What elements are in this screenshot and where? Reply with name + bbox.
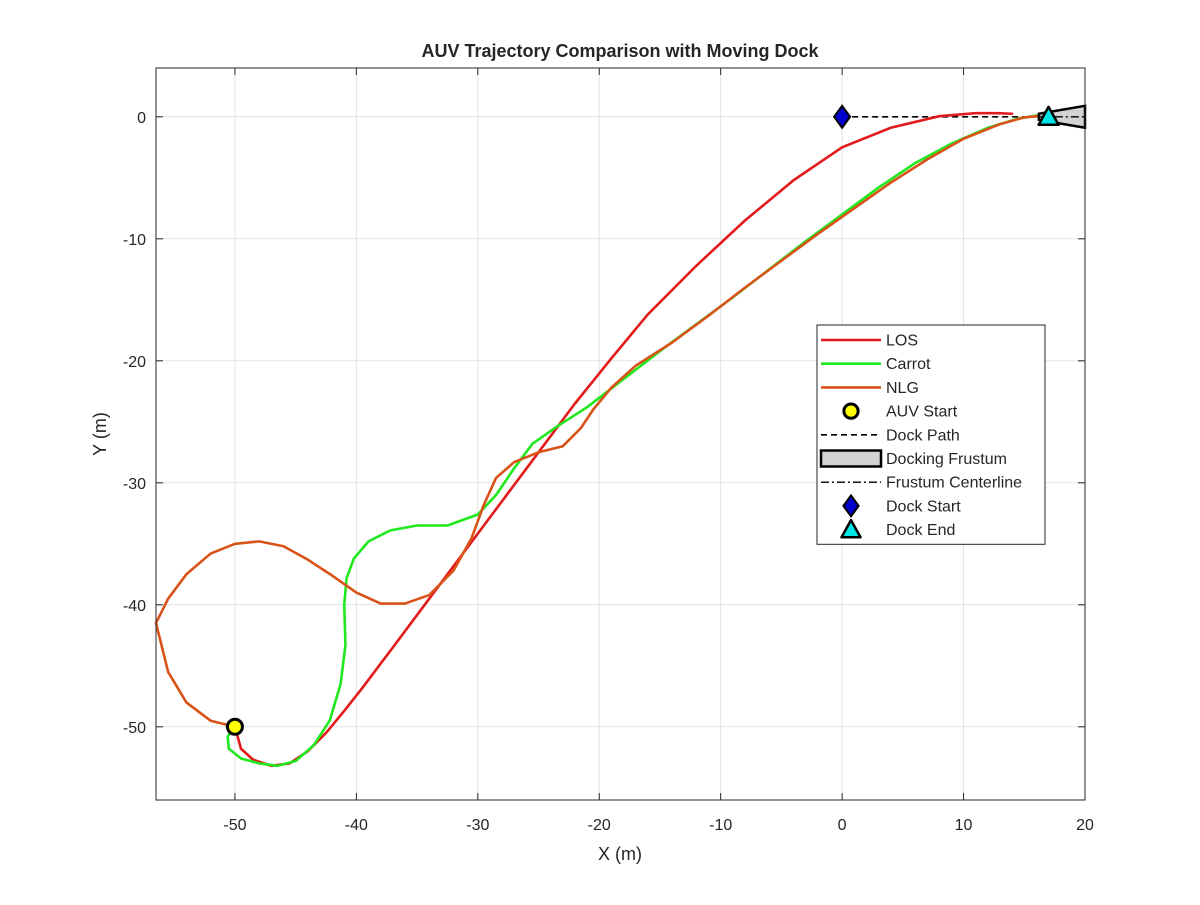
x-tick-label: -40 (345, 817, 368, 834)
dock-start-marker (832, 104, 852, 130)
legend-swatch-triangle (840, 518, 862, 539)
series-carrot-line (226, 114, 1050, 768)
legend: LOS Carrot NLG AUV Start Dock Path Docking Fr… (816, 324, 1046, 545)
y-tick-label: -30 (123, 476, 146, 493)
y-tick-label: -40 (123, 598, 146, 615)
x-tick-label: 0 (838, 817, 847, 834)
x-tick-label: -20 (588, 817, 611, 834)
x-tick-label: -10 (709, 817, 732, 834)
chart-title: AUV Trajectory Comparison with Moving Do… (421, 41, 819, 61)
legend-label: Dock End (886, 522, 955, 539)
legend-item: NLG (821, 380, 919, 397)
legend-label: NLG (886, 380, 919, 397)
legend-label: Dock Path (886, 427, 960, 444)
legend-item: Dock Start (842, 493, 961, 519)
x-axis-label: X (m) (598, 844, 642, 864)
y-tick-label: -10 (123, 232, 146, 249)
legend-item: Frustum Centerline (821, 475, 1022, 492)
axis-ticks: -50 -40 -30 -20 -10 0 10 20 -50 -40 -30 -20 -10 0 (123, 68, 1094, 834)
legend-label: LOS (886, 333, 918, 350)
plot-markers (225, 104, 1060, 736)
legend-label: Frustum Centerline (886, 475, 1022, 492)
legend-item: Dock End (840, 518, 955, 539)
x-tick-label: -30 (466, 817, 489, 834)
y-tick-label: 0 (137, 110, 146, 127)
x-tick-label: 20 (1076, 817, 1094, 834)
legend-item: LOS (821, 333, 918, 350)
y-tick-label: -50 (123, 720, 146, 737)
legend-label: Dock Start (886, 498, 961, 515)
axes-box (155, 67, 1086, 801)
legend-swatch-diamond (842, 493, 860, 519)
plot-series (154, 104, 1087, 768)
auv-start-marker (225, 717, 244, 736)
series-nlg-line (154, 114, 1050, 729)
legend-label: AUV Start (886, 404, 958, 421)
legend-item: Dock Path (821, 427, 960, 444)
x-tick-label: -50 (223, 817, 246, 834)
y-tick-label: -20 (123, 354, 146, 371)
legend-swatch-patch (819, 449, 883, 468)
legend-swatch-circle (842, 402, 860, 420)
y-axis-label: Y (m) (90, 412, 110, 456)
legend-label: Carrot (886, 356, 931, 373)
legend-item: Docking Frustum (819, 449, 1007, 468)
legend-item: Carrot (821, 356, 931, 373)
legend-label: Docking Frustum (886, 451, 1007, 468)
legend-item: AUV Start (842, 402, 958, 421)
dock-end-marker (1037, 105, 1060, 127)
x-tick-label: 10 (955, 817, 973, 834)
